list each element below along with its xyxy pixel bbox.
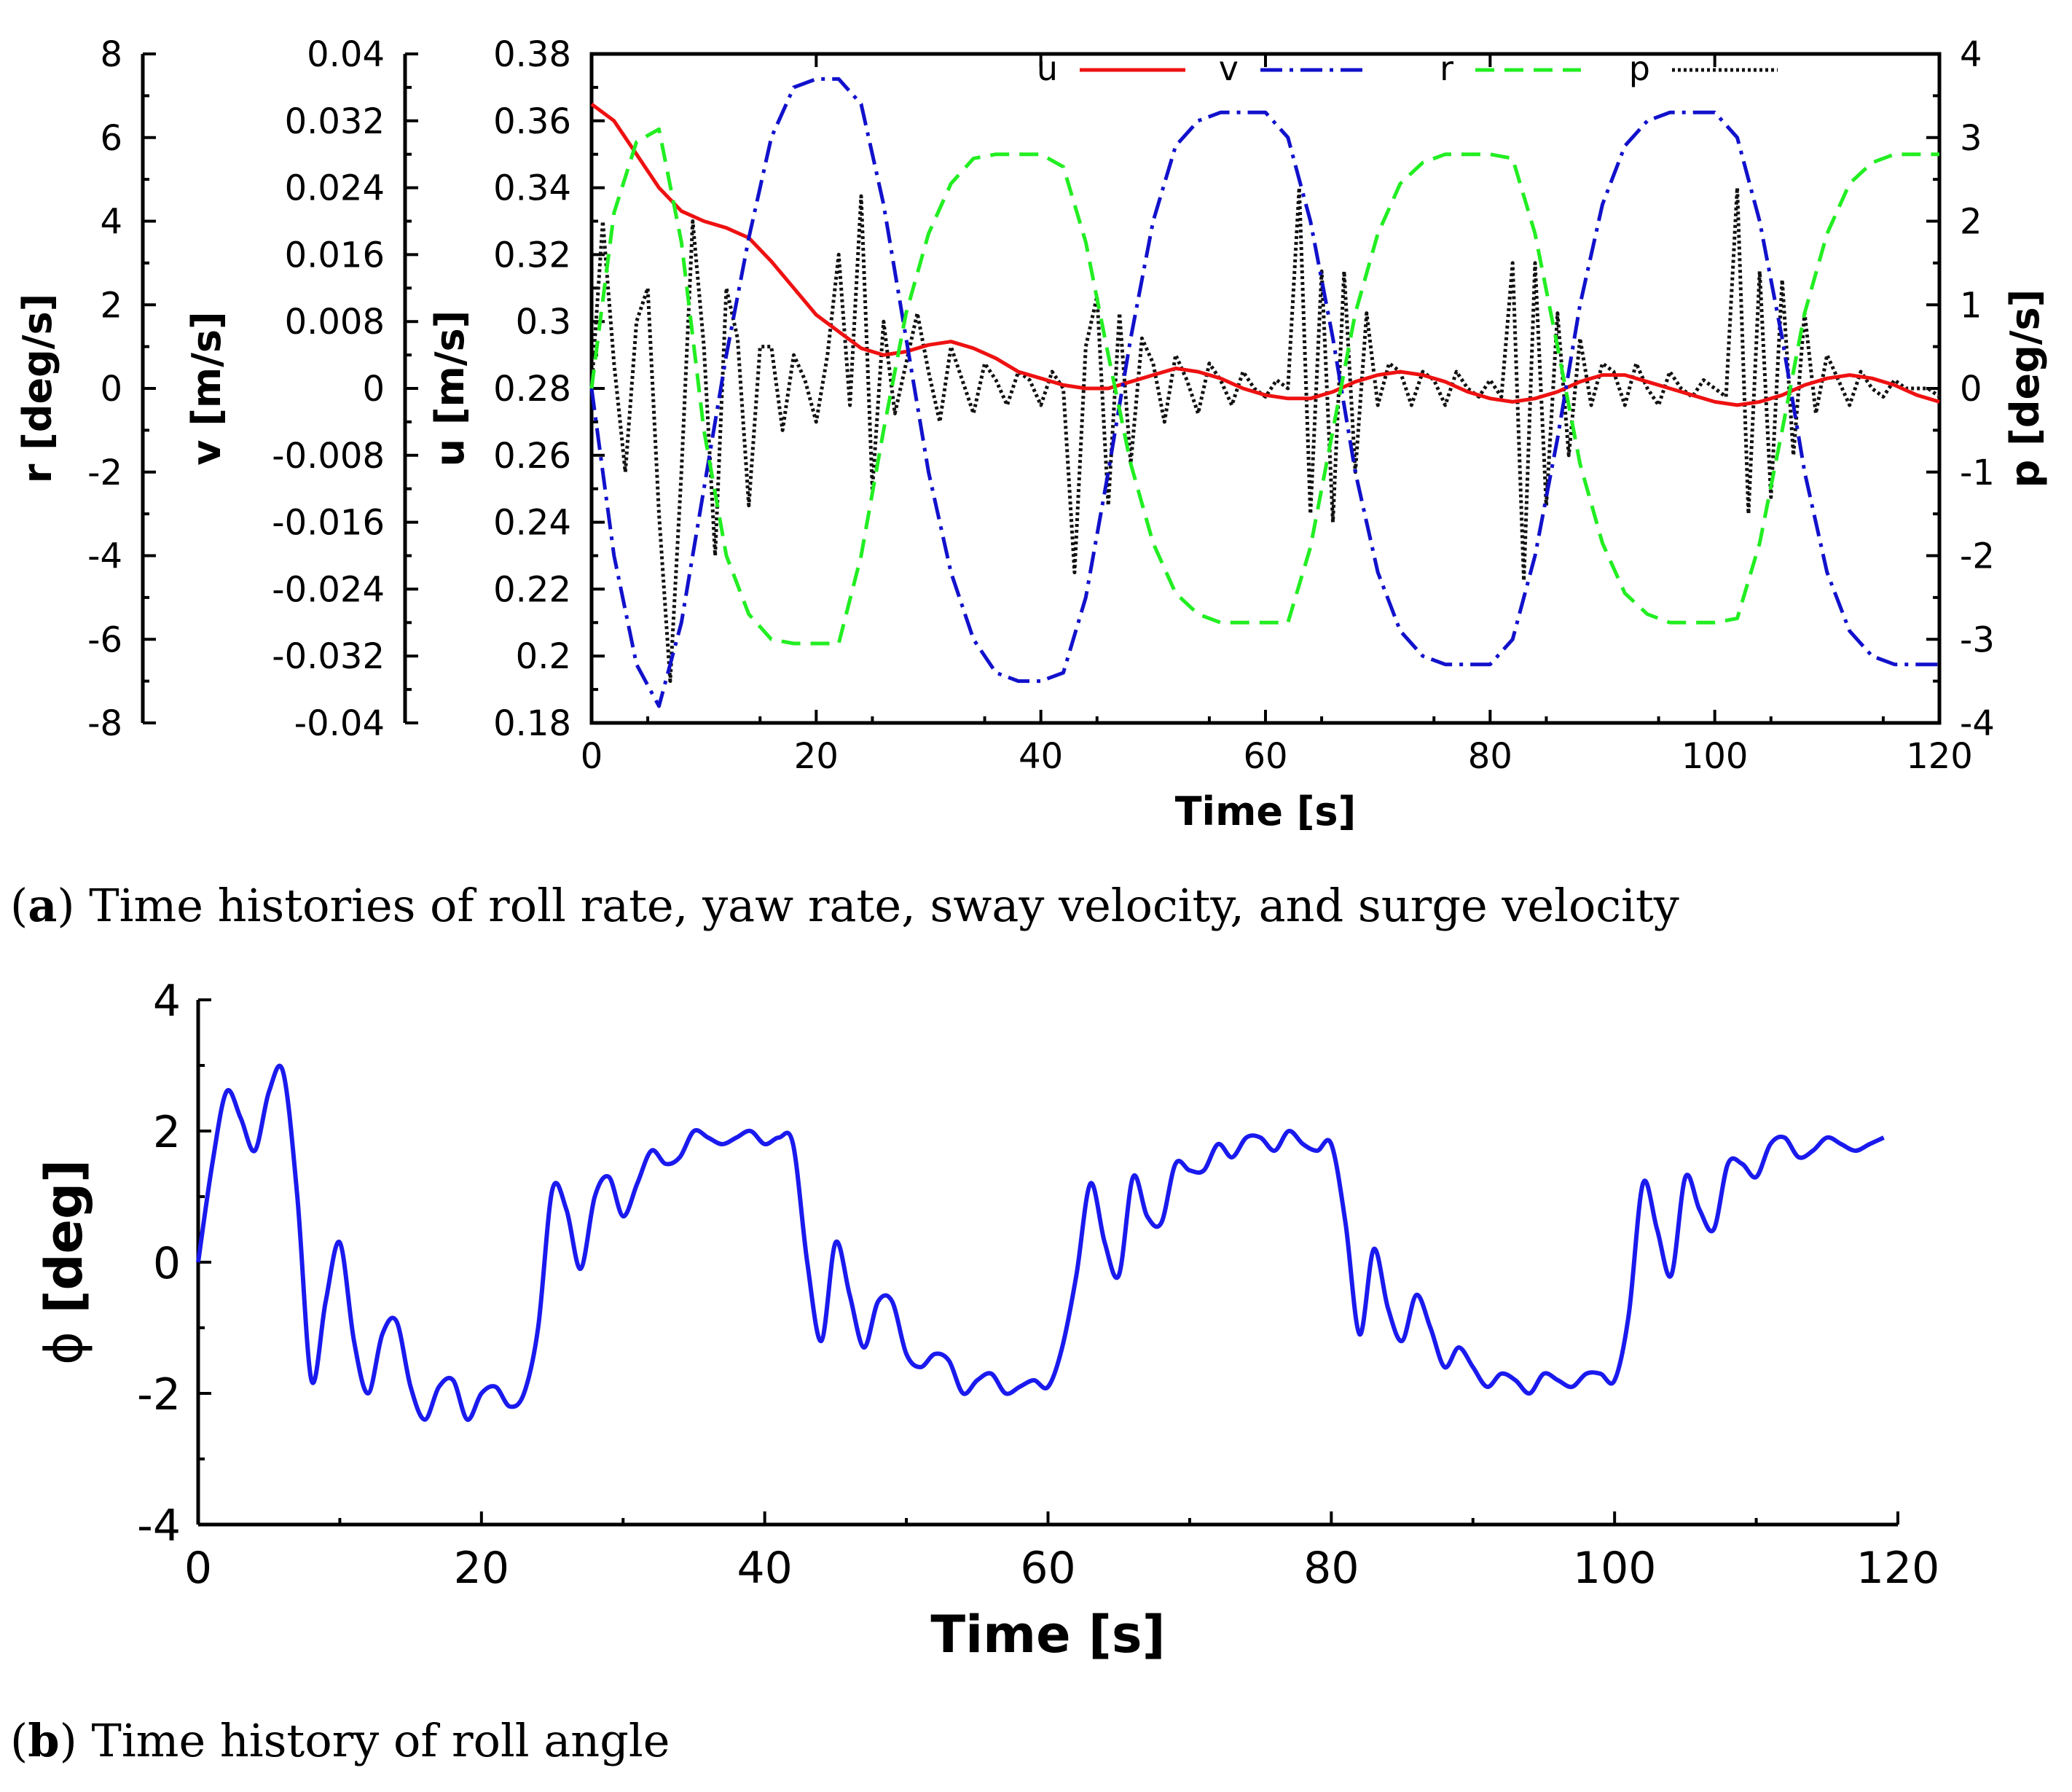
v-tick-label: 0.016 <box>285 235 385 275</box>
r-tick-label: 4 <box>100 202 122 243</box>
x-axis-title: Time [s] <box>1175 789 1357 834</box>
p-tick-label: 1 <box>1960 285 1982 326</box>
u-tick-label: 0.28 <box>493 369 571 410</box>
y-axis-unit: [deg] <box>34 1159 94 1331</box>
r-tick-label: -6 <box>87 619 122 660</box>
v-tick-label: 0.04 <box>307 34 385 75</box>
p-axis-title: p [deg/s] <box>2002 289 2048 488</box>
x-tick-label: 80 <box>1468 736 1512 777</box>
u-tick-label: 0.3 <box>516 302 571 343</box>
legend-label-u: u <box>1037 49 1058 88</box>
p-tick-label: -3 <box>1960 619 1995 660</box>
panel-b-series <box>196 1063 1885 1422</box>
v-tick-label: 0.032 <box>285 101 385 142</box>
panel-b-caption-letter: b <box>28 1714 59 1767</box>
y-tick-label: 0 <box>153 1238 181 1289</box>
v-tick-label: -0.024 <box>272 569 385 610</box>
r-tick-label: 8 <box>100 34 122 75</box>
x-tick-label: 80 <box>1303 1543 1359 1594</box>
v-tick-label: -0.04 <box>294 703 385 744</box>
x-tick-label: 40 <box>737 1543 792 1594</box>
p-tick-label: -1 <box>1960 453 1995 493</box>
x-tick-label: 60 <box>1020 1543 1075 1594</box>
v-tick-label: 0.024 <box>285 168 385 209</box>
u-tick-label: 0.18 <box>493 703 571 744</box>
y-axis-symbol: ϕ <box>34 1331 94 1365</box>
y-tick-label: -2 <box>137 1369 181 1420</box>
v-tick-label: -0.008 <box>272 436 385 477</box>
legend-label-p: p <box>1629 49 1650 88</box>
u-tick-label: 0.34 <box>493 168 571 209</box>
panel-a-series <box>589 77 1941 708</box>
series-r-line <box>589 127 1939 646</box>
x-tick-label: 0 <box>184 1543 212 1594</box>
x-tick-label: 20 <box>454 1543 509 1594</box>
x-tick-label: 120 <box>1906 736 1973 777</box>
x-tick-label: 100 <box>1573 1543 1657 1594</box>
v-tick-label: -0.016 <box>272 503 385 544</box>
panel-b-caption-text: Time history of roll angle <box>91 1714 670 1767</box>
series-p-line <box>589 186 1941 684</box>
series-u-line <box>590 102 1940 407</box>
y-axis-title: ϕ [deg] <box>34 1159 94 1365</box>
p-tick-label: 4 <box>1960 34 1982 75</box>
r-tick-label: -2 <box>87 453 122 493</box>
r-tick-label: 0 <box>100 369 122 410</box>
x-axis-title: Time [s] <box>930 1605 1165 1664</box>
u-tick-label: 0.36 <box>493 101 571 142</box>
panel-b-caption: (b) Time history of roll angle <box>10 1714 670 1767</box>
p-tick-label: -4 <box>1960 703 1995 744</box>
y-tick-label: 2 <box>153 1107 181 1158</box>
v-tick-label: 0 <box>362 369 385 410</box>
r-tick-label: -8 <box>87 703 122 744</box>
r-axis-title: r [deg/s] <box>15 294 60 484</box>
legend-label-r: r <box>1440 49 1453 88</box>
v-tick-label: -0.032 <box>272 636 385 677</box>
legend-label-v: v <box>1219 49 1239 88</box>
series-v-line <box>589 77 1939 708</box>
p-tick-label: 2 <box>1960 202 1982 243</box>
u-tick-label: 0.26 <box>493 436 571 477</box>
u-tick-label: 0.22 <box>493 569 571 610</box>
r-tick-label: 2 <box>100 285 122 326</box>
x-tick-label: 40 <box>1019 736 1063 777</box>
y-tick-label: -4 <box>137 1500 181 1552</box>
u-tick-label: 0.2 <box>516 636 571 677</box>
panel-a-caption-letter: a <box>28 879 57 932</box>
x-tick-label: 20 <box>794 736 839 777</box>
p-tick-label: 3 <box>1960 118 1982 159</box>
r-tick-label: 6 <box>100 118 122 159</box>
u-tick-label: 0.32 <box>493 235 571 275</box>
r-tick-label: -4 <box>87 536 122 577</box>
p-tick-label: -2 <box>1960 536 1995 577</box>
v-tick-label: 0.008 <box>285 302 385 343</box>
panel-a-caption-text: Time histories of roll rate, yaw rate, s… <box>89 879 1679 932</box>
v-axis-title: v [m/s] <box>184 311 229 466</box>
x-tick-label: 100 <box>1681 736 1749 777</box>
x-tick-label: 120 <box>1856 1543 1940 1594</box>
x-tick-label: 60 <box>1243 736 1287 777</box>
u-tick-label: 0.38 <box>493 34 571 75</box>
y-tick-label: 4 <box>153 976 181 1027</box>
x-tick-label: 0 <box>581 736 603 777</box>
u-axis-title: u [m/s] <box>427 310 473 467</box>
roll-angle-line <box>196 1063 1885 1422</box>
p-tick-label: 0 <box>1960 369 1982 410</box>
panel-a-caption: (a) Time histories of roll rate, yaw rat… <box>10 879 1679 932</box>
u-tick-label: 0.24 <box>493 503 571 544</box>
